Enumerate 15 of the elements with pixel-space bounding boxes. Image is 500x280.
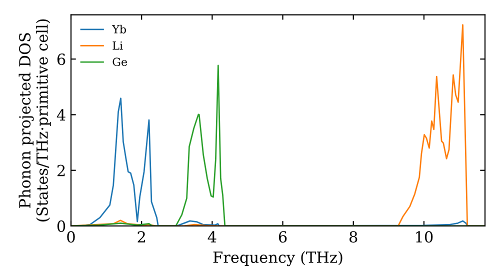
x-tick-label: 0 xyxy=(67,231,75,243)
x-tick-label: 6 xyxy=(278,231,287,243)
x-tick-label: 10 xyxy=(416,231,433,243)
x-tick-label: 2 xyxy=(138,231,145,242)
y-tick-label: 4 xyxy=(56,109,66,120)
y-tick-label: 2 xyxy=(57,164,65,176)
y-axis-title: Phonon projected DOS (States/THz·primitive cell) xyxy=(18,19,51,222)
legend-label: Li xyxy=(112,41,123,50)
legend-label: Ge xyxy=(112,58,128,66)
legend-label: Yb xyxy=(112,24,126,34)
y-tick-label: 0 xyxy=(57,220,66,232)
x-tick-label: 8 xyxy=(350,231,358,243)
x-tick-label: 4 xyxy=(208,231,216,242)
y-tick-label: 6 xyxy=(57,54,66,66)
x-axis-title: Frequency (THz) xyxy=(213,251,342,266)
